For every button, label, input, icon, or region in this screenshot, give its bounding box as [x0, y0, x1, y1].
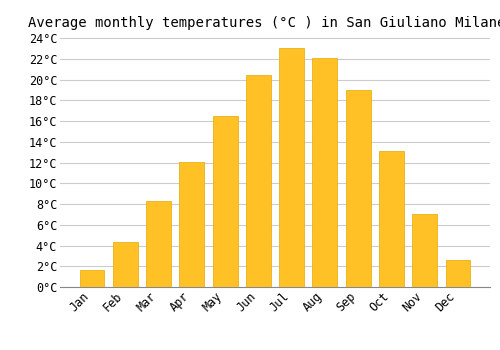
Bar: [180, 161, 204, 287]
Bar: [312, 58, 338, 287]
Bar: [379, 151, 404, 287]
Bar: [146, 201, 171, 287]
Bar: [279, 49, 304, 287]
Bar: [346, 90, 370, 287]
Bar: [246, 76, 271, 287]
Bar: [113, 243, 138, 287]
Title: Average monthly temperatures (°C ) in San Giuliano Milanese: Average monthly temperatures (°C ) in Sa…: [28, 16, 500, 30]
Bar: [446, 260, 470, 287]
Bar: [80, 271, 104, 287]
Bar: [212, 116, 238, 287]
Bar: [412, 215, 437, 287]
